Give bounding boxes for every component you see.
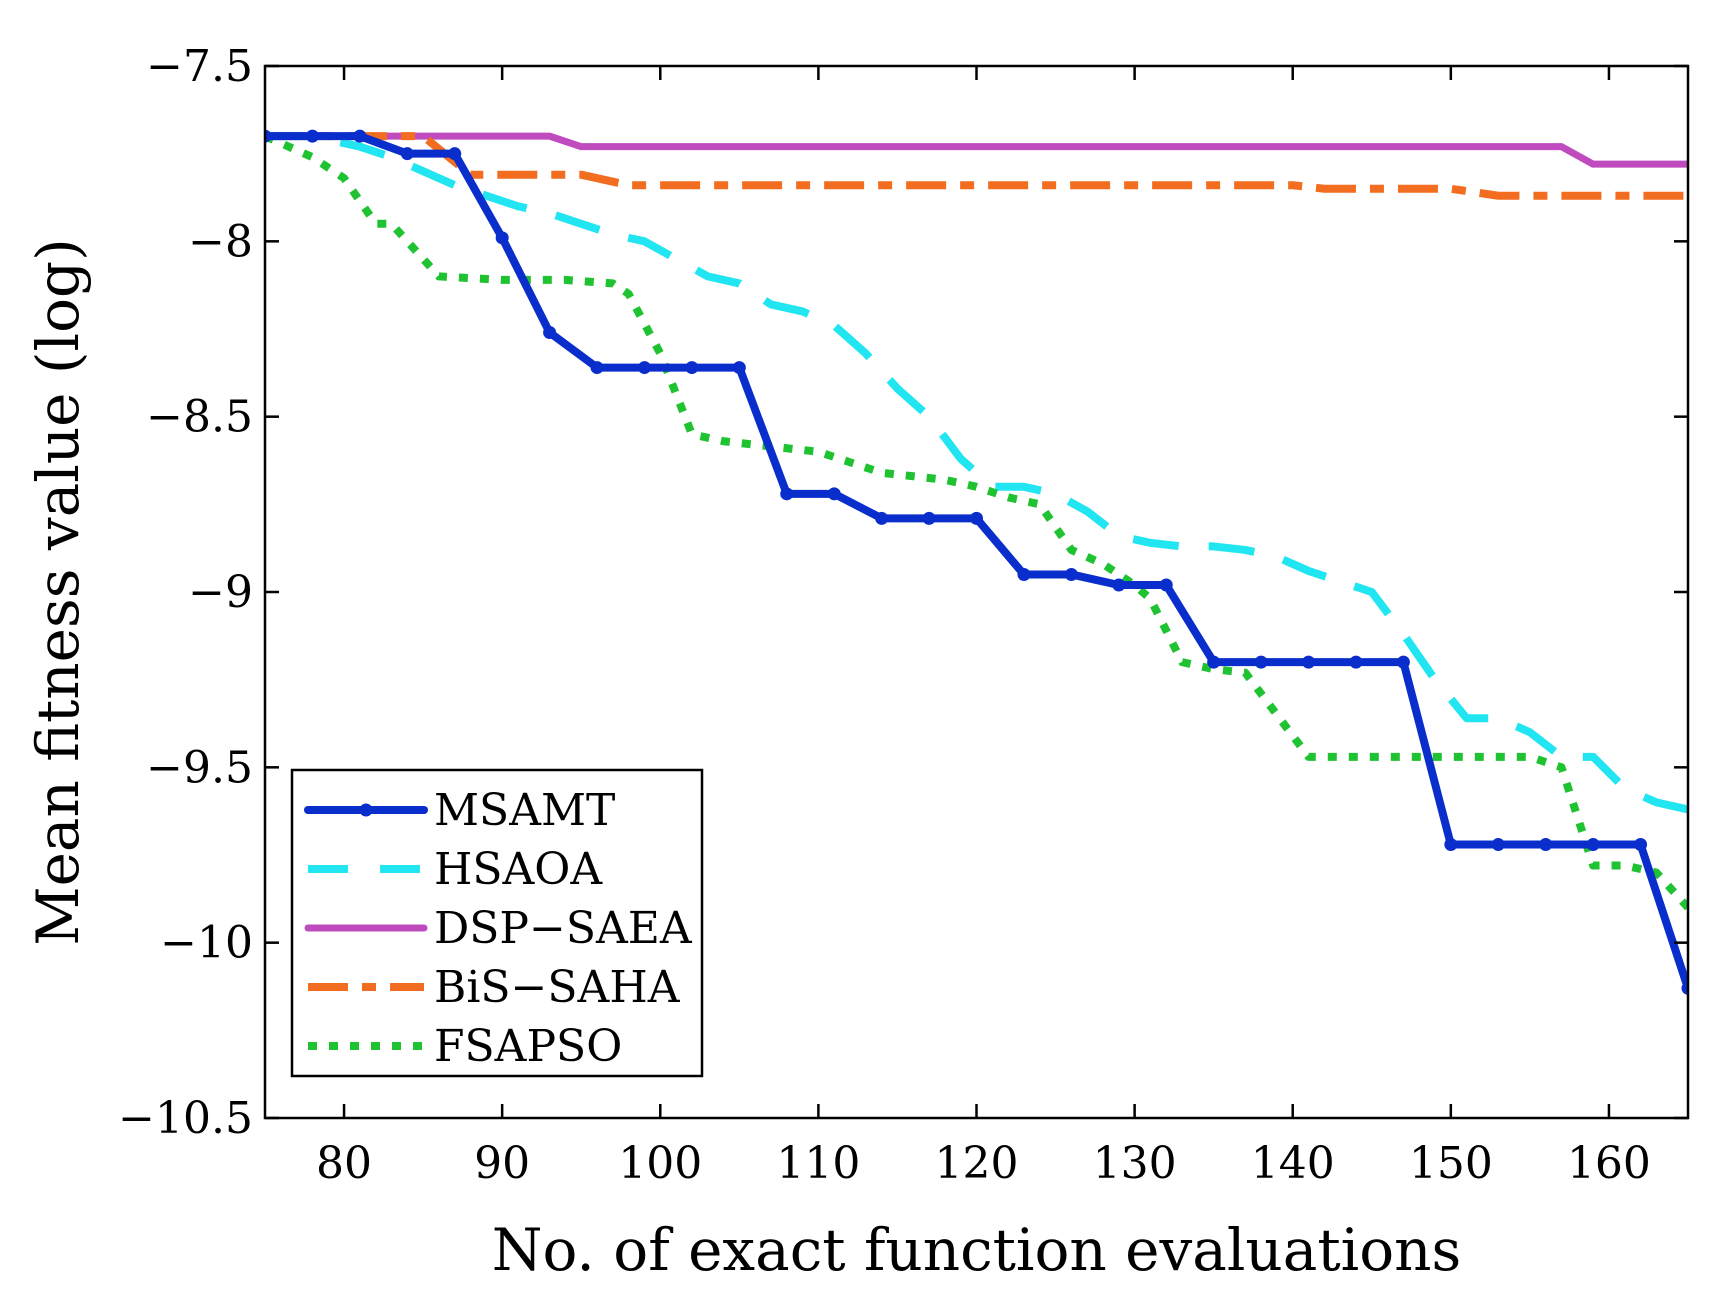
- series-point-msamt: [590, 361, 604, 375]
- series-layer: [265, 129, 1688, 995]
- series-point-msamt: [1254, 655, 1268, 669]
- series-point-msamt: [400, 147, 414, 161]
- x-tick-label: 90: [474, 1138, 530, 1189]
- x-axis-ticks: 80 90 100 110 120 130 140 150 160: [316, 66, 1651, 1189]
- series-line-fsapso: [265, 132, 1688, 911]
- x-tick-label: 140: [1251, 1138, 1335, 1189]
- series-point-msamt: [1017, 567, 1031, 581]
- series-line-dsp-saea: [265, 132, 1688, 168]
- series-point-msamt: [495, 231, 509, 245]
- series-point-msamt: [970, 511, 983, 525]
- series-point-msamt: [780, 487, 794, 501]
- series-line-hsaoa: [265, 132, 1688, 814]
- x-tick-label: 120: [935, 1138, 1019, 1189]
- series-point-msamt: [1207, 655, 1221, 669]
- x-tick-label: 110: [776, 1138, 860, 1189]
- legend-marker-msamt: [359, 803, 373, 817]
- series-point-msamt: [922, 511, 936, 525]
- y-axis-ticks: −7.5 −8 −8.5 −9 −9.5 −10 −10.5: [118, 41, 1688, 1144]
- series-point-msamt: [1539, 837, 1553, 851]
- series-point-msamt: [1159, 578, 1173, 592]
- series-point-msamt: [1634, 837, 1648, 851]
- y-tick-label: −9: [188, 567, 253, 618]
- y-tick-label: −10: [160, 918, 253, 969]
- x-tick-label: 80: [316, 1138, 372, 1189]
- series-point-msamt: [1586, 837, 1600, 851]
- legend-label-dsp-saea: DSP−SAEA: [434, 903, 693, 954]
- legend-label-bis-saha: BiS−SAHA: [434, 962, 681, 1013]
- series-point-msamt: [637, 361, 651, 375]
- series-point-msamt: [875, 511, 889, 525]
- series-point-msamt: [732, 361, 746, 375]
- x-tick-label: 100: [618, 1138, 702, 1189]
- y-tick-label: −7.5: [146, 41, 253, 92]
- series-point-msamt: [1302, 655, 1316, 669]
- series-point-msamt: [1444, 837, 1458, 851]
- y-tick-label: −8.5: [146, 392, 253, 443]
- y-tick-label: −10.5: [118, 1093, 253, 1144]
- x-tick-label: 130: [1093, 1138, 1177, 1189]
- y-axis-title: Mean fitness value (log): [24, 238, 92, 946]
- series-point-msamt: [1349, 655, 1363, 669]
- legend-label-msamt: MSAMT: [434, 785, 615, 836]
- legend-items: MSAMT HSAOA DSP−SAEA BiS−SAHA FSAPSO: [304, 785, 693, 1072]
- series-point-msamt: [353, 129, 367, 143]
- series-point-msamt: [543, 326, 557, 340]
- series-point-msamt: [305, 129, 319, 143]
- series-point-msamt: [265, 129, 272, 143]
- x-tick-label: 160: [1567, 1138, 1651, 1189]
- x-axis-title: No. of exact function evaluations: [492, 1216, 1461, 1284]
- y-tick-label: −8: [188, 216, 253, 267]
- series-point-msamt: [685, 361, 699, 375]
- series-point-msamt: [1064, 567, 1078, 581]
- series-point-msamt: [1491, 837, 1505, 851]
- legend-label-hsaoa: HSAOA: [434, 844, 603, 895]
- series-point-msamt: [1396, 655, 1410, 669]
- series-point-msamt: [1681, 981, 1688, 995]
- series-point-msamt: [1112, 578, 1126, 592]
- y-tick-label: −9.5: [146, 742, 253, 793]
- legend-label-fsapso: FSAPSO: [434, 1021, 622, 1072]
- x-tick-label: 150: [1409, 1138, 1493, 1189]
- legend: MSAMT HSAOA DSP−SAEA BiS−SAHA FSAPSO: [290, 768, 704, 1078]
- series-point-msamt: [448, 147, 462, 161]
- series-point-msamt: [827, 487, 841, 501]
- legend-box: [290, 768, 704, 1078]
